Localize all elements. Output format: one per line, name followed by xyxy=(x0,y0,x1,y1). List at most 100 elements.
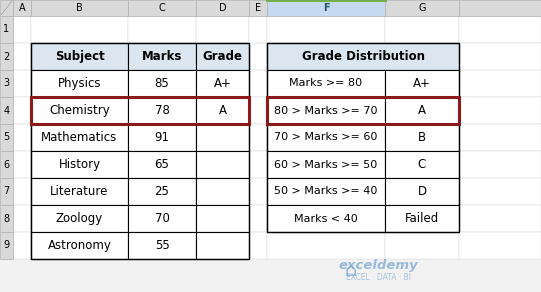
Bar xyxy=(249,232,267,259)
Bar xyxy=(128,70,196,97)
Text: 9: 9 xyxy=(3,241,10,251)
Bar xyxy=(385,97,459,124)
Bar xyxy=(196,178,249,205)
Bar xyxy=(196,151,249,178)
Bar xyxy=(128,0,196,16)
Bar xyxy=(267,151,385,178)
Bar xyxy=(267,70,385,97)
Text: ⌂: ⌂ xyxy=(345,260,357,279)
Bar xyxy=(13,151,31,178)
Bar xyxy=(267,16,385,43)
Bar xyxy=(385,124,459,151)
Bar xyxy=(31,70,128,97)
Text: Mathematics: Mathematics xyxy=(41,131,117,144)
Text: D: D xyxy=(219,3,226,13)
Text: Grade Distribution: Grade Distribution xyxy=(301,50,425,63)
Bar xyxy=(385,0,459,16)
Text: 25: 25 xyxy=(155,185,169,198)
Bar xyxy=(31,232,128,259)
Bar xyxy=(128,205,196,232)
Bar xyxy=(0,16,13,43)
Bar xyxy=(13,43,31,70)
Text: 70: 70 xyxy=(155,212,169,225)
Bar xyxy=(249,0,267,16)
Text: 65: 65 xyxy=(155,158,169,171)
Bar xyxy=(196,178,249,205)
Bar xyxy=(31,97,128,124)
Text: A: A xyxy=(219,104,227,117)
Text: Failed: Failed xyxy=(405,212,439,225)
Bar xyxy=(249,151,267,178)
Bar xyxy=(0,43,13,70)
Bar xyxy=(249,16,267,43)
Text: C: C xyxy=(159,3,166,13)
Bar xyxy=(128,97,196,124)
Bar xyxy=(31,178,128,205)
Text: 60 > Marks >= 50: 60 > Marks >= 50 xyxy=(274,159,378,169)
Bar xyxy=(459,205,541,232)
Bar xyxy=(128,124,196,151)
Bar xyxy=(31,178,128,205)
Bar xyxy=(196,43,249,70)
Bar xyxy=(385,178,459,205)
Text: 2: 2 xyxy=(3,51,10,62)
Bar xyxy=(128,70,196,97)
Bar xyxy=(385,43,459,70)
Text: Physics: Physics xyxy=(58,77,101,90)
Bar xyxy=(31,43,128,70)
Bar xyxy=(31,70,128,97)
Bar xyxy=(128,151,196,178)
Bar xyxy=(267,97,385,124)
Bar xyxy=(13,205,31,232)
Bar xyxy=(385,16,459,43)
Bar xyxy=(459,232,541,259)
Bar xyxy=(31,97,128,124)
Bar xyxy=(31,43,128,70)
Bar xyxy=(0,205,13,232)
Bar xyxy=(385,178,459,205)
Text: 70 > Marks >= 60: 70 > Marks >= 60 xyxy=(274,133,378,142)
Text: Subject: Subject xyxy=(55,50,104,63)
Bar xyxy=(267,70,385,97)
Text: A+: A+ xyxy=(413,77,431,90)
Bar xyxy=(128,232,196,259)
Bar xyxy=(13,232,31,259)
Text: Grade: Grade xyxy=(202,50,242,63)
Bar xyxy=(0,97,13,124)
Bar xyxy=(128,97,196,124)
Bar xyxy=(196,124,249,151)
Bar xyxy=(13,16,31,43)
Bar xyxy=(31,151,128,178)
Bar xyxy=(459,151,541,178)
Bar xyxy=(196,205,249,232)
Text: EXCEL · DATA · BI: EXCEL · DATA · BI xyxy=(346,274,411,282)
Bar xyxy=(13,0,31,16)
Bar xyxy=(267,43,385,70)
Bar xyxy=(31,97,249,124)
Text: Literature: Literature xyxy=(50,185,109,198)
Text: 91: 91 xyxy=(155,131,169,144)
Bar xyxy=(196,232,249,259)
Text: 6: 6 xyxy=(3,159,10,169)
Bar xyxy=(267,124,385,151)
Bar xyxy=(267,178,385,205)
Bar xyxy=(267,205,385,232)
Bar xyxy=(249,70,267,97)
Text: 85: 85 xyxy=(155,77,169,90)
Bar xyxy=(31,124,128,151)
Text: 5: 5 xyxy=(3,133,10,142)
Text: Chemistry: Chemistry xyxy=(49,104,110,117)
Bar xyxy=(385,70,459,97)
Bar xyxy=(267,205,385,232)
Bar xyxy=(13,70,31,97)
Text: 4: 4 xyxy=(3,105,10,116)
Text: Marks < 40: Marks < 40 xyxy=(294,213,358,223)
Bar xyxy=(459,178,541,205)
Bar xyxy=(128,205,196,232)
Bar xyxy=(267,97,459,124)
Text: 7: 7 xyxy=(3,187,10,197)
Bar xyxy=(196,205,249,232)
Bar xyxy=(267,178,385,205)
Bar xyxy=(0,151,13,178)
Text: E: E xyxy=(255,3,261,13)
